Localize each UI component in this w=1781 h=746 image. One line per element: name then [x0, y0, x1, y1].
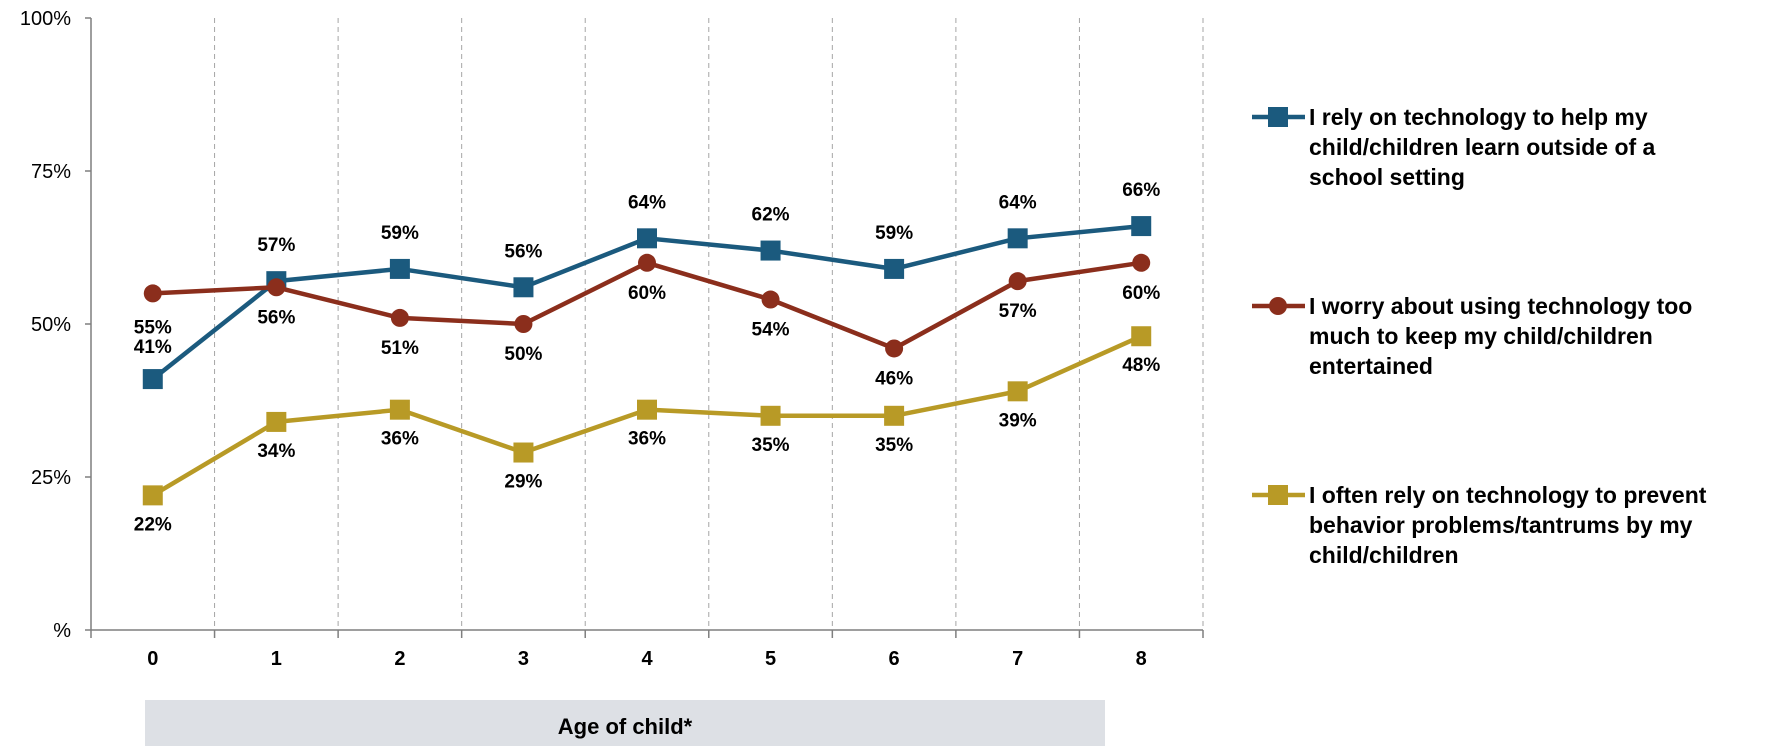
data-point [637, 228, 657, 249]
data-point [143, 284, 162, 303]
data-label: 34% [257, 441, 295, 462]
series-2: 22% 34% 36% 29% 36% 35% 35% 39% 48% [134, 326, 1160, 535]
data-label: 59% [381, 223, 419, 244]
x-category-label: 1 [271, 648, 282, 670]
legend-label: much to keep my child/children [1309, 323, 1653, 349]
data-point [1008, 272, 1027, 291]
data-label: 57% [257, 235, 295, 256]
data-label: 35% [752, 435, 790, 456]
series-layer: 41% 57% 59% 56% 64% 62% 59% 64% 66% 55% 56% 51% 50% 6… [134, 180, 1161, 535]
data-point [1131, 216, 1152, 237]
x-category-label: 0 [147, 648, 158, 670]
x-category-label: 6 [889, 648, 900, 670]
y-tick-label: 25% [31, 467, 71, 489]
legend-label: I worry about using technology too [1309, 293, 1692, 319]
y-tick-label: 100% [20, 8, 71, 30]
data-point [142, 485, 163, 506]
data-point [1007, 381, 1028, 402]
data-point [389, 258, 410, 279]
x-category-label: 5 [765, 648, 776, 670]
legend-item-2: I often rely on technology to prevent beh… [1252, 482, 1707, 568]
data-label: 46% [875, 368, 913, 389]
x-axis-title: Age of child* [558, 714, 693, 739]
data-point [513, 277, 534, 298]
data-label: 51% [381, 338, 419, 359]
data-point [266, 411, 287, 432]
data-point [760, 240, 781, 261]
data-label: 60% [628, 283, 666, 304]
x-category-label: 3 [518, 648, 529, 670]
data-label: 56% [257, 307, 295, 328]
legend-marker [1268, 107, 1288, 127]
data-label: 35% [875, 435, 913, 456]
data-label: 55% [134, 317, 172, 338]
data-label: 50% [504, 344, 542, 365]
x-axis-title-band [145, 700, 1105, 746]
data-point [760, 405, 781, 426]
data-point [514, 315, 533, 333]
data-point [637, 399, 657, 420]
data-label: 60% [1122, 283, 1160, 304]
legend-item-1: I worry about using technology too much t… [1252, 293, 1692, 379]
x-category-label: 4 [641, 648, 653, 670]
data-label: 62% [752, 205, 790, 226]
series-line [152, 260, 1142, 351]
grid-lines [214, 18, 1204, 630]
data-point [1131, 326, 1152, 347]
data-point [761, 290, 780, 309]
y-tick-label: 75% [31, 161, 71, 183]
data-label: 56% [504, 241, 542, 262]
data-point [1132, 253, 1151, 272]
data-label: 29% [504, 472, 542, 493]
x-category-label: 2 [394, 648, 405, 670]
data-label: 22% [134, 514, 172, 535]
data-label: 59% [875, 223, 913, 244]
legend-marker [1268, 485, 1288, 505]
y-axis-ticks: % 25% 50% 75% 100% [20, 8, 91, 642]
legend-label: school setting [1309, 164, 1465, 190]
legend-label: behavior problems/tantrums by my [1309, 512, 1693, 538]
data-label: 41% [134, 337, 172, 358]
data-label: 64% [628, 192, 666, 213]
legend-item-0: I rely on technology to help my child/chi… [1252, 104, 1656, 190]
legend: I rely on technology to help my child/chi… [1252, 104, 1707, 568]
y-tick-label: % [53, 620, 71, 642]
data-point [884, 258, 905, 279]
y-tick-label: 50% [31, 314, 71, 336]
data-label: 57% [999, 301, 1037, 322]
data-point [885, 339, 904, 358]
data-point [389, 399, 410, 420]
data-point [390, 308, 409, 327]
legend-label: I often rely on technology to prevent [1309, 482, 1707, 508]
data-point [267, 278, 286, 297]
data-label: 54% [752, 320, 790, 341]
data-label: 48% [1122, 355, 1160, 376]
data-label: 39% [999, 410, 1037, 431]
legend-label: entertained [1309, 353, 1433, 379]
x-category-label: 8 [1136, 648, 1147, 670]
data-point [142, 369, 163, 390]
data-point [884, 405, 905, 426]
series-1: 55% 56% 51% 50% 60% 54% 46% 57% 60% [134, 253, 1160, 389]
x-axis-ticks: 0 1 2 3 4 5 6 7 8 [90, 630, 1204, 670]
legend-label: child/children learn outside of a [1309, 134, 1656, 160]
data-point [638, 253, 656, 272]
data-point [1007, 228, 1028, 249]
legend-label: child/children [1309, 542, 1459, 568]
legend-marker [1269, 297, 1287, 315]
legend-label: I rely on technology to help my [1309, 104, 1648, 130]
data-label: 66% [1122, 180, 1160, 201]
data-label: 36% [628, 429, 666, 450]
data-label: 36% [381, 429, 419, 450]
x-category-label: 7 [1012, 648, 1023, 670]
data-label: 64% [999, 192, 1037, 213]
data-point [513, 442, 534, 463]
